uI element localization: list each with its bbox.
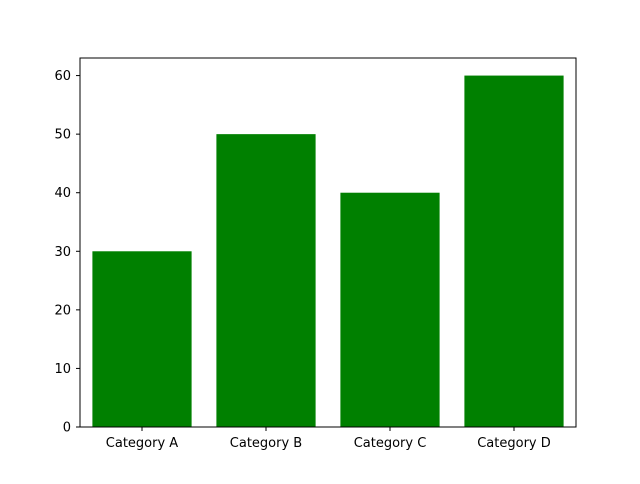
bar-category-a (92, 251, 192, 427)
y-axis: 0 10 20 30 40 50 60 (54, 69, 80, 436)
y-tick-label: 60 (54, 69, 71, 84)
y-tick-label: 50 (54, 128, 71, 143)
bars-layer (92, 75, 564, 428)
y-tick-label: 20 (54, 303, 71, 318)
x-axis: Category A Category B Category C Category D (106, 427, 551, 451)
y-tick-label: 0 (63, 421, 71, 436)
y-tick-label: 10 (54, 362, 71, 377)
bar-category-b (216, 134, 316, 427)
x-tick-label: Category B (230, 436, 302, 451)
bar-category-c (340, 192, 440, 427)
y-tick-label: 30 (54, 245, 71, 260)
x-tick-label: Category A (106, 436, 179, 451)
bar-category-d (464, 75, 564, 428)
x-tick-label: Category D (477, 436, 551, 451)
plot-frame (79, 57, 577, 428)
y-tick-label: 40 (54, 186, 71, 201)
x-tick-label: Category C (354, 436, 427, 451)
